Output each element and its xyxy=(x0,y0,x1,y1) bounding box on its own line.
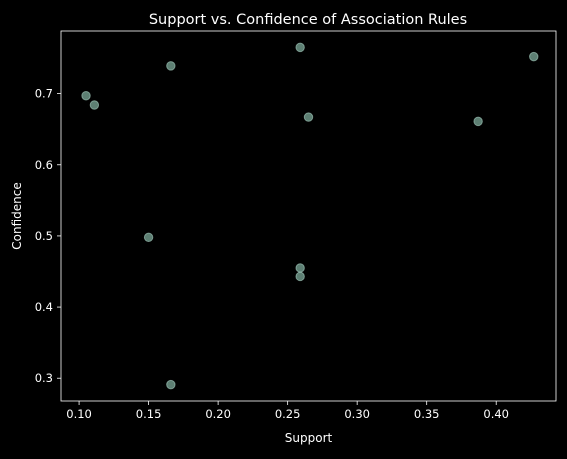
y-tick-label: 0.7 xyxy=(35,87,53,101)
data-point xyxy=(295,263,305,273)
y-axis-ticks: 0.3 0.4 0.5 0.6 0.7 xyxy=(35,87,61,385)
plot-area xyxy=(60,30,557,402)
x-tick-label: 0.20 xyxy=(205,407,231,421)
x-tick-label: 0.25 xyxy=(275,407,301,421)
data-point xyxy=(89,100,100,110)
data-point xyxy=(529,51,539,62)
data-point xyxy=(295,42,305,53)
x-tick-label: 0.35 xyxy=(414,407,440,421)
data-point xyxy=(473,116,483,127)
data-point xyxy=(166,61,176,71)
y-axis-label: Confidence xyxy=(10,182,24,249)
data-point xyxy=(81,91,91,101)
y-tick-label: 0.5 xyxy=(35,229,53,243)
data-point xyxy=(143,232,154,243)
data-point xyxy=(303,112,314,122)
data-point xyxy=(166,379,176,390)
axes-frame xyxy=(60,30,557,402)
x-tick-label: 0.15 xyxy=(136,407,162,421)
chart-title: Support vs. Confidence of Association Ru… xyxy=(149,12,467,28)
y-tick-label: 0.6 xyxy=(35,158,53,172)
x-axis-ticks: 0.10 0.15 0.20 0.25 0.30 0.35 0.40 xyxy=(66,401,509,421)
x-tick-label: 0.10 xyxy=(66,407,92,421)
points-layer xyxy=(81,42,539,390)
y-tick-label: 0.4 xyxy=(35,300,53,314)
x-axis-label: Support xyxy=(285,431,333,445)
y-tick-label: 0.3 xyxy=(35,371,53,385)
x-tick-label: 0.40 xyxy=(483,407,509,421)
data-point xyxy=(295,271,305,282)
x-tick-label: 0.30 xyxy=(344,407,370,421)
